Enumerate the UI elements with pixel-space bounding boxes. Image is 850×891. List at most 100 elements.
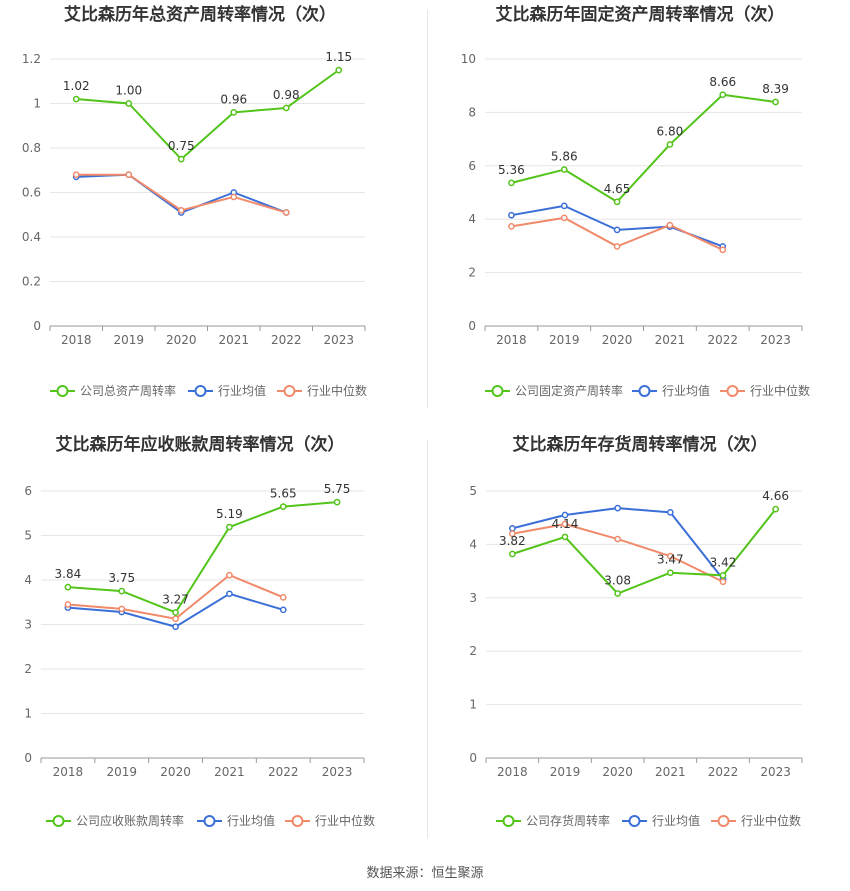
data-label: 4.14: [552, 517, 579, 531]
legend-label: 行业均值: [218, 383, 266, 398]
y-tick-label: 0: [468, 319, 476, 333]
data-point-avg: [508, 525, 516, 532]
y-tick-label: 4: [468, 212, 476, 226]
data-point-company: [230, 109, 238, 116]
data-point-company: [118, 587, 126, 595]
data-point-median: [508, 223, 515, 230]
legend-marker: [726, 385, 739, 397]
legend-marker: [502, 815, 515, 827]
data-label: 8.66: [709, 75, 736, 89]
data-point-avg: [613, 226, 621, 234]
data-label: 3.84: [55, 567, 82, 581]
y-tick-label: 5: [24, 529, 32, 543]
x-tick-label: 2020: [160, 765, 191, 779]
data-point-median: [125, 171, 133, 179]
legend-marker: [194, 385, 207, 397]
y-tick-label: 0.8: [22, 141, 41, 155]
data-point-avg: [172, 623, 179, 631]
data-point-median: [282, 209, 290, 216]
x-tick-label: 2022: [707, 333, 738, 347]
y-tick-label: 0.4: [22, 230, 41, 244]
x-tick-label: 2019: [113, 333, 144, 347]
data-point-avg: [561, 511, 569, 519]
data-point-median: [177, 206, 185, 214]
chart-title: 艾比森历年固定资产周转率情况（次）: [496, 4, 785, 25]
series-line-company: [512, 508, 777, 595]
data-label: 3.08: [604, 574, 631, 588]
chart-title: 艾比森历年应收账款周转率情况（次）: [56, 434, 345, 455]
legend-label: 公司应收账款周转率: [76, 813, 184, 828]
data-point-avg: [666, 509, 674, 516]
data-label: 5.65: [270, 487, 297, 501]
legend-label: 公司总资产周转率: [80, 383, 176, 398]
x-tick-label: 2019: [549, 333, 580, 347]
legend-marker: [283, 385, 296, 397]
data-point-avg: [279, 606, 287, 614]
legend-label: 行业均值: [662, 383, 710, 398]
x-tick-label: 2023: [322, 765, 353, 779]
legend-marker: [491, 385, 504, 397]
x-tick-label: 2020: [166, 333, 197, 347]
data-point-company: [282, 104, 290, 112]
chart-svg: 艾比森历年总资产周转率情况（次） 0 0.2 0.4 0.6 0.8 1 1.2 2018 201…: [22, 4, 367, 398]
legend-marker: [628, 815, 641, 827]
data-label: 0.96: [220, 92, 247, 106]
data-point-median: [508, 530, 516, 538]
data-point-company: [719, 91, 727, 99]
legend-item-company: 公司总资产周转率: [50, 383, 176, 398]
y-tick-label: 0.6: [22, 186, 41, 200]
legend-label: 行业均值: [652, 813, 700, 828]
x-tick-label: 2020: [602, 333, 633, 347]
data-point-median: [230, 193, 238, 201]
y-tick-label: 4: [24, 573, 32, 587]
x-tick-label: 2022: [271, 333, 302, 347]
y-tick-label: 1: [24, 707, 32, 721]
y-tick-label: 0.2: [22, 275, 41, 289]
data-label: 3.27: [162, 592, 189, 606]
series-line-company: [76, 69, 340, 161]
chart-title: 艾比森历年存货周转率情况（次）: [513, 434, 768, 455]
data-point-company: [333, 498, 341, 506]
chart-svg: 艾比森历年固定资产周转率情况（次） 0 2 4 6 8 10 2018 2019 2020 2021…: [461, 4, 810, 398]
data-point-company: [772, 505, 780, 513]
x-tick-label: 2021: [655, 765, 686, 779]
data-label: 5.36: [498, 163, 525, 177]
data-point-company: [772, 98, 779, 106]
data-point-company: [335, 66, 343, 74]
data-label: 3.82: [499, 534, 526, 548]
data-label: 5.19: [216, 507, 243, 521]
data-label: 1.15: [325, 50, 352, 64]
series-line-median: [76, 173, 287, 214]
data-point-company: [508, 179, 515, 187]
data-point-company: [64, 583, 72, 591]
y-tick-label: 4: [469, 537, 477, 551]
data-point-median: [719, 578, 727, 586]
series-line-avg: [511, 204, 724, 248]
legend-marker: [56, 385, 69, 397]
data-point-median: [226, 571, 233, 579]
data-point-median: [666, 552, 674, 560]
legend-marker: [203, 815, 216, 827]
y-tick-label: 0: [24, 751, 32, 765]
legend-marker: [52, 815, 65, 827]
y-tick-label: 1: [469, 698, 477, 712]
y-tick-label: 5: [469, 484, 477, 498]
y-tick-label: 10: [461, 52, 476, 66]
series-line-avg: [76, 173, 287, 214]
x-tick-label: 2023: [323, 333, 354, 347]
data-label: 3.47: [657, 553, 684, 567]
data-point-median: [118, 605, 126, 613]
data-label: 4.66: [762, 489, 789, 503]
data-point-company: [560, 166, 568, 173]
divider-bottom: [427, 440, 428, 838]
data-point-company: [614, 590, 622, 597]
data-point-avg: [614, 504, 622, 512]
legend-marker: [717, 815, 730, 827]
legend-item-median: 行业中位数: [720, 383, 810, 398]
data-label: 8.39: [762, 82, 789, 96]
data-point-median: [560, 214, 568, 222]
legend-item-avg: 行业均值: [188, 383, 266, 398]
data-point-avg: [226, 590, 233, 598]
x-tick-label: 2021: [655, 333, 686, 347]
data-point-company: [125, 100, 133, 107]
